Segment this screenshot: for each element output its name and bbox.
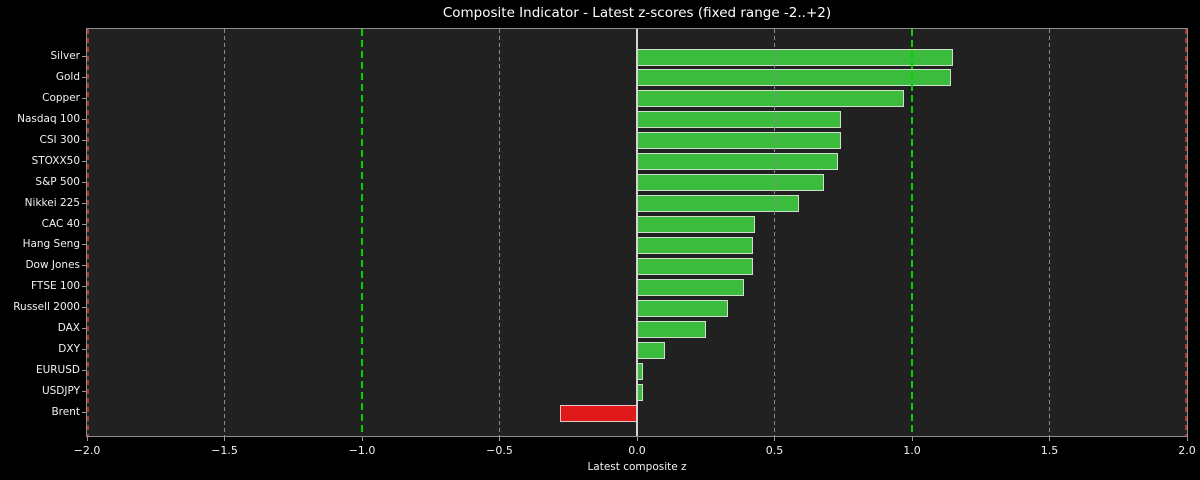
bar-csi-300 (637, 132, 841, 150)
y-tick-mark (82, 286, 86, 288)
y-axis-label: Silver (50, 50, 81, 62)
x-tick-mark (499, 437, 500, 441)
bar-hang-seng (637, 236, 753, 254)
gridline (224, 29, 225, 436)
y-tick-mark (82, 181, 86, 183)
zero-line (636, 29, 638, 436)
bar-s-p-500 (637, 174, 824, 192)
y-tick-mark (82, 307, 86, 309)
bar-dow-jones (637, 257, 753, 275)
reference-line (361, 29, 363, 436)
bar-ftse-100 (637, 278, 745, 296)
y-tick-mark (82, 391, 86, 393)
x-tick-label: −1.5 (211, 444, 238, 457)
y-axis-label: EURUSD (35, 364, 80, 377)
bar-copper (637, 90, 904, 108)
x-tick-label: 2.0 (1178, 444, 1196, 457)
chart-title: Composite Indicator - Latest z-scores (f… (442, 5, 832, 21)
y-axis-label: USDJPY (41, 385, 80, 398)
y-axis-label: DAX (57, 322, 80, 335)
y-axis-label: CAC 40 (41, 217, 80, 230)
bar-brent (560, 404, 637, 422)
x-tick-mark (1186, 437, 1188, 441)
y-axis-label: Nikkei 225 (24, 196, 80, 209)
bar-stoxx50 (637, 153, 838, 171)
x-tick-mark (911, 437, 913, 441)
y-axis-label: S&P 500 (35, 175, 80, 188)
x-tick-label: 1.5 (1040, 444, 1059, 457)
x-tick-label: 1.0 (903, 444, 921, 457)
y-tick-mark (82, 328, 86, 330)
y-axis-label: Dow Jones (25, 259, 80, 272)
bar-dax (637, 320, 706, 338)
x-tick-label: −2.0 (73, 444, 101, 457)
y-tick-mark (82, 118, 86, 120)
y-axis-label: CSI 300 (39, 133, 80, 146)
x-axis-label: Latest composite z (587, 461, 687, 473)
y-tick-mark (82, 97, 86, 99)
x-tick-mark (361, 437, 363, 441)
reference-line (87, 29, 89, 436)
y-tick-mark (82, 265, 86, 267)
x-tick-mark (636, 437, 638, 441)
y-tick-mark (82, 370, 86, 372)
y-tick-mark (82, 139, 86, 141)
y-tick-mark (82, 349, 86, 351)
y-axis-label: Nasdaq 100 (17, 112, 80, 125)
y-axis-label: STOXX50 (31, 154, 80, 167)
y-axis-label: Russell 2000 (13, 301, 80, 314)
bar-silver (637, 48, 954, 66)
y-axis-label: Gold (55, 70, 80, 83)
y-axis-label: DXY (58, 343, 80, 356)
bar-nasdaq-100 (637, 111, 841, 129)
gridline (774, 29, 775, 436)
y-axis-label: Copper (42, 91, 80, 104)
y-tick-mark (82, 202, 86, 204)
gridline (1049, 29, 1050, 436)
x-tick-mark (224, 437, 225, 441)
bar-gold (637, 69, 951, 87)
x-tick-mark (86, 437, 88, 441)
plot-area (86, 28, 1188, 437)
x-tick-label: 0.0 (628, 444, 646, 457)
y-axis-labels: Silver Gold Copper Nasdaq 100 CSI 300 STOXX50… (0, 28, 80, 437)
x-tick-label: 0.5 (765, 444, 784, 457)
y-axis-label: Hang Seng (22, 238, 80, 251)
reference-line (1185, 29, 1187, 436)
x-tick-mark (1049, 437, 1050, 441)
x-tick-mark (774, 437, 775, 441)
bar-russell-2000 (637, 299, 728, 317)
y-tick-mark (82, 244, 86, 246)
y-tick-mark (82, 223, 86, 225)
y-tick-mark (82, 160, 86, 162)
gridline (499, 29, 500, 436)
x-tick-label: −1.0 (348, 444, 376, 457)
y-tick-mark (82, 412, 86, 413)
y-tick-mark (82, 56, 86, 57)
bar-cac-40 (637, 216, 756, 234)
y-axis-label: FTSE 100 (31, 280, 80, 293)
y-tick-mark (82, 76, 86, 78)
bar-dxy (637, 341, 665, 359)
y-axis-label: Brent (51, 406, 80, 418)
reference-line (911, 29, 913, 436)
x-tick-label: −0.5 (486, 444, 513, 457)
